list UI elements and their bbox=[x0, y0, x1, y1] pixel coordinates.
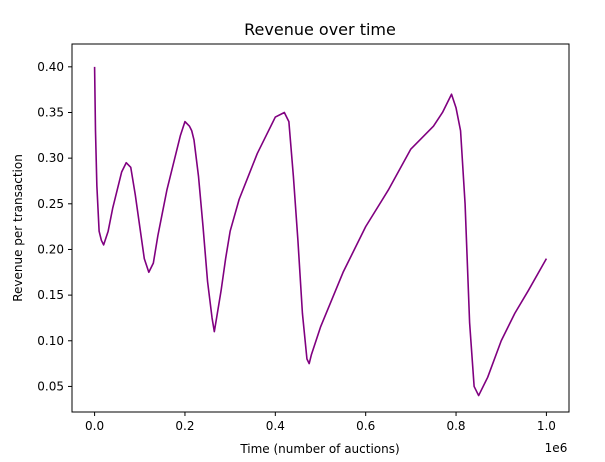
y-tick-label: 0.35 bbox=[37, 105, 64, 119]
x-tick-label: 0.6 bbox=[356, 419, 375, 433]
x-tick-label: 0.0 bbox=[85, 419, 104, 433]
x-axis-offset-label: 1e6 bbox=[545, 441, 568, 455]
x-tick-label: 1.0 bbox=[537, 419, 556, 433]
chart-title: Revenue over time bbox=[244, 20, 396, 39]
y-axis-ticks: 0.05 0.10 0.15 0.20 0.25 0.30 0.35 0.40 bbox=[37, 60, 72, 393]
y-tick-label: 0.30 bbox=[37, 151, 64, 165]
x-axis-ticks: 0.0 0.2 0.4 0.6 0.8 1.0 bbox=[85, 412, 556, 433]
y-tick-label: 0.05 bbox=[37, 379, 64, 393]
x-axis-label: Time (number of auctions) bbox=[239, 442, 399, 456]
y-axis-label: Revenue per transaction bbox=[11, 154, 25, 302]
x-tick-label: 0.2 bbox=[175, 419, 194, 433]
y-tick-label: 0.25 bbox=[37, 197, 64, 211]
y-tick-label: 0.40 bbox=[37, 60, 64, 74]
plot-frame bbox=[71, 43, 570, 413]
line-layer bbox=[93, 66, 548, 397]
y-tick-label: 0.20 bbox=[37, 242, 64, 256]
y-tick-label: 0.15 bbox=[37, 288, 64, 302]
x-tick-label: 0.4 bbox=[266, 419, 285, 433]
series-line-0 bbox=[93, 66, 548, 397]
x-tick-label: 0.8 bbox=[446, 419, 465, 433]
y-tick-label: 0.10 bbox=[37, 334, 64, 348]
plot-area bbox=[72, 44, 569, 412]
